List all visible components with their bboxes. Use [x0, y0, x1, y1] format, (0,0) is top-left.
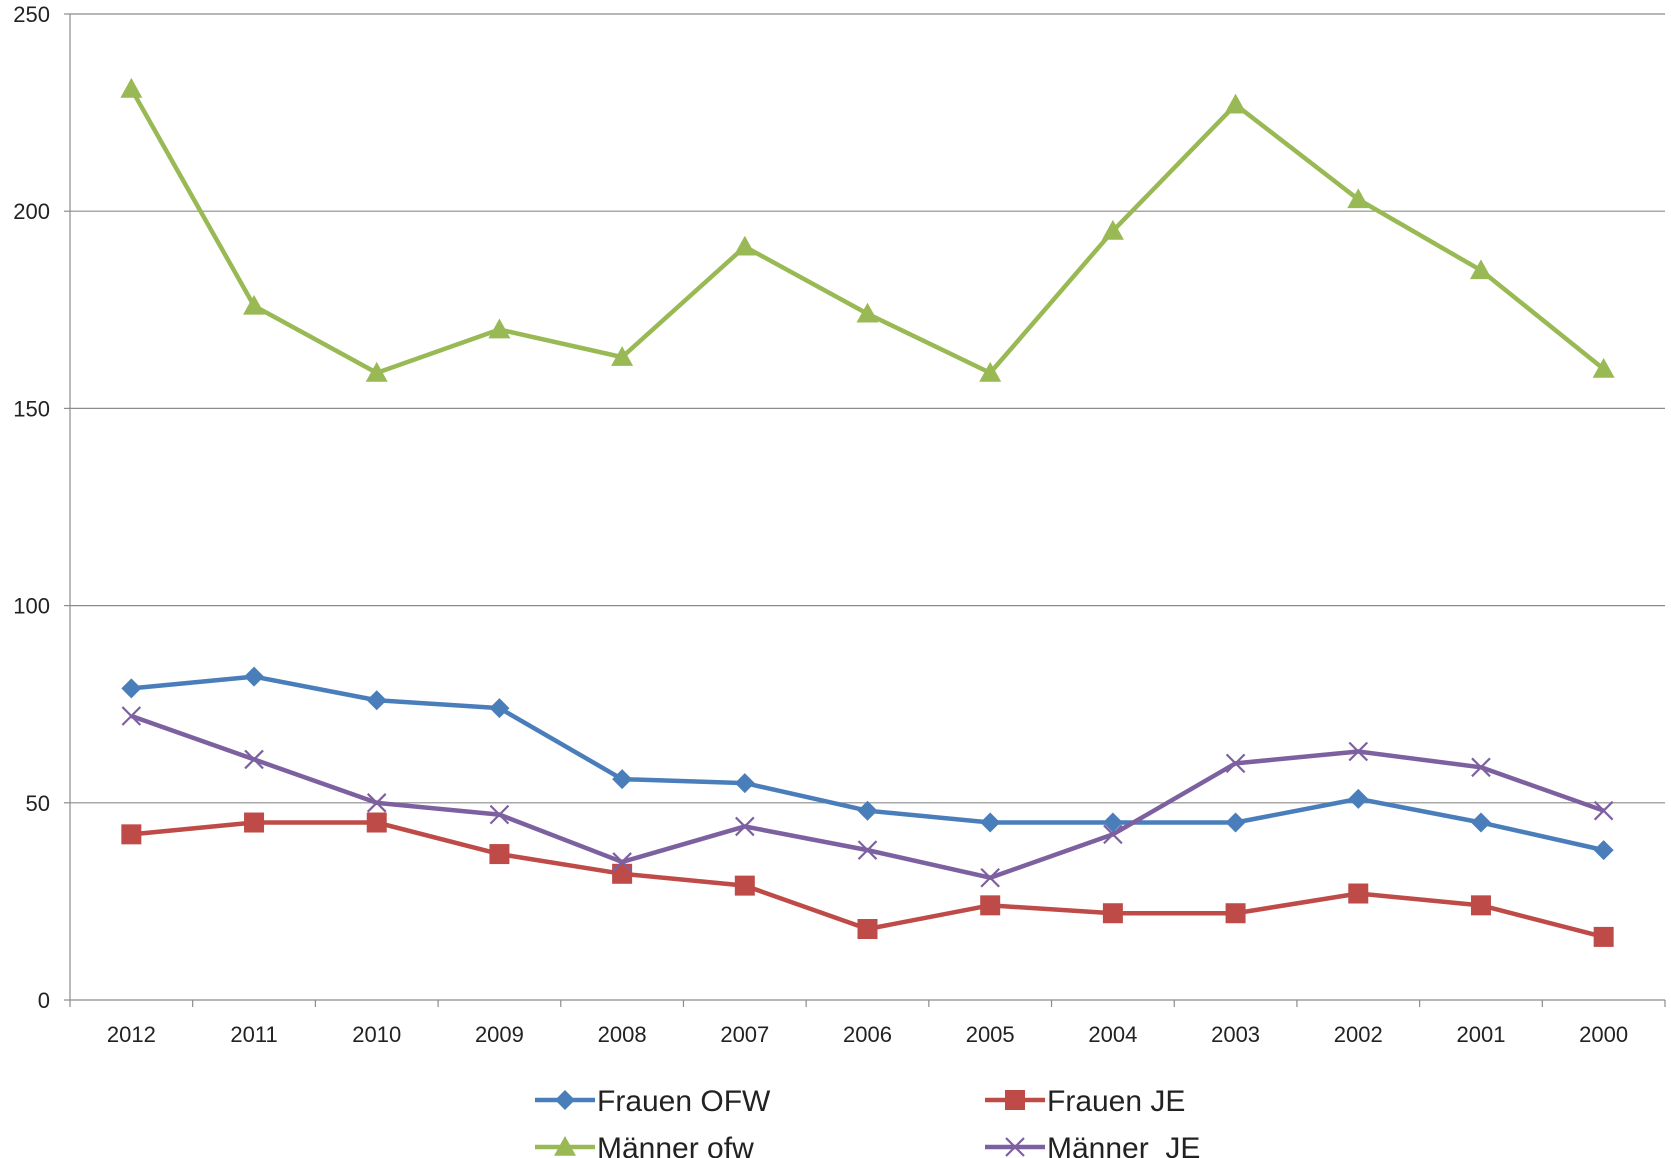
data-point [1224, 93, 1247, 114]
data-point [1471, 757, 1491, 778]
data-point [980, 895, 1001, 916]
legend-item: Frauen JE [985, 1085, 1185, 1118]
data-point [1348, 741, 1369, 762]
y-tick-label: 200 [13, 199, 50, 224]
data-point [1348, 788, 1369, 809]
series-1 [121, 812, 1614, 947]
legend: Frauen OFW Frauen JE Männer ofw Männer JE [535, 1085, 1200, 1158]
data-point [1225, 753, 1246, 774]
legend-label: Frauen OFW [597, 1085, 771, 1118]
data-point [365, 361, 388, 382]
data-point [120, 77, 143, 98]
data-point [366, 812, 387, 833]
data-point [244, 749, 264, 770]
data-point [979, 361, 1002, 382]
x-tick-label: 2009 [475, 1022, 524, 1047]
data-point [980, 812, 1001, 833]
data-point [734, 875, 755, 896]
data-point [244, 812, 265, 833]
x-tick-label: 2005 [966, 1022, 1015, 1047]
data-point [489, 804, 510, 825]
data-point [121, 824, 142, 845]
data-point [611, 346, 634, 366]
data-point [733, 235, 756, 256]
data-point [1102, 812, 1123, 833]
legend-label: Frauen JE [1047, 1085, 1185, 1118]
legend-item: Männer ofw [535, 1132, 754, 1158]
data-point [488, 318, 511, 339]
x-tick-label: 2004 [1088, 1022, 1137, 1047]
legend-label: Männer JE [1047, 1132, 1200, 1158]
data-point [1593, 800, 1614, 821]
y-tick-label: 100 [13, 594, 50, 619]
data-point [735, 816, 755, 837]
data-point [1225, 903, 1246, 924]
legend-marker [1005, 1090, 1025, 1110]
data-point [857, 919, 878, 940]
data-point [366, 690, 387, 711]
series-3 [121, 706, 1614, 888]
data-point [734, 773, 755, 794]
x-tick-label: 2001 [1456, 1022, 1505, 1047]
data-point [1101, 219, 1124, 240]
legend-label: Männer ofw [597, 1132, 754, 1158]
series-line [129, 87, 1606, 376]
series-line [130, 713, 1605, 880]
data-point [857, 840, 878, 860]
data-point [612, 863, 633, 884]
legend-item: Frauen OFW [535, 1085, 771, 1118]
legend-marker [554, 1136, 576, 1156]
legend-marker [1005, 1137, 1025, 1157]
x-tick-label: 2006 [843, 1022, 892, 1047]
axes: 0 50 100 150 200 250 2012 2011 2010 2009 2008 2007 2… [13, 2, 1666, 1047]
data-point [1593, 926, 1614, 947]
data-point [489, 698, 510, 719]
data-point [121, 706, 142, 726]
data-point [366, 793, 387, 813]
y-tick-label: 150 [13, 396, 50, 421]
data-point [980, 867, 1000, 888]
data-point [1348, 883, 1369, 904]
y-tick-label: 250 [13, 2, 50, 27]
series-layer [120, 77, 1615, 947]
data-point [489, 844, 510, 865]
x-tick-label: 2007 [720, 1022, 769, 1047]
x-tick-label: 2010 [352, 1022, 401, 1047]
data-point [1225, 812, 1246, 833]
data-point [1592, 357, 1615, 378]
series-0 [121, 666, 1614, 861]
y-tick-label: 0 [38, 988, 50, 1013]
gridlines [70, 13, 1665, 804]
legend-item: Männer JE [985, 1132, 1200, 1158]
data-point [243, 294, 266, 315]
data-point [856, 302, 879, 323]
data-point [612, 852, 632, 872]
series-2 [120, 77, 1615, 382]
x-tick-label: 2000 [1579, 1022, 1628, 1047]
x-tick-label: 2002 [1334, 1022, 1383, 1047]
data-point [857, 800, 878, 821]
data-point [244, 666, 265, 687]
data-point [1470, 895, 1491, 916]
x-tick-label: 2012 [107, 1022, 156, 1047]
data-point [1103, 824, 1123, 845]
x-tick-label: 2003 [1211, 1022, 1260, 1047]
data-point [1347, 188, 1370, 209]
data-point [121, 678, 142, 699]
x-tick-label: 2008 [598, 1022, 647, 1047]
data-point [1469, 259, 1492, 280]
data-point [1470, 812, 1491, 833]
legend-marker [555, 1090, 575, 1110]
data-point [1593, 840, 1614, 861]
y-tick-label: 50 [26, 791, 50, 816]
data-point [612, 769, 633, 790]
x-tick-label: 2011 [230, 1022, 277, 1047]
data-point [1102, 903, 1123, 924]
